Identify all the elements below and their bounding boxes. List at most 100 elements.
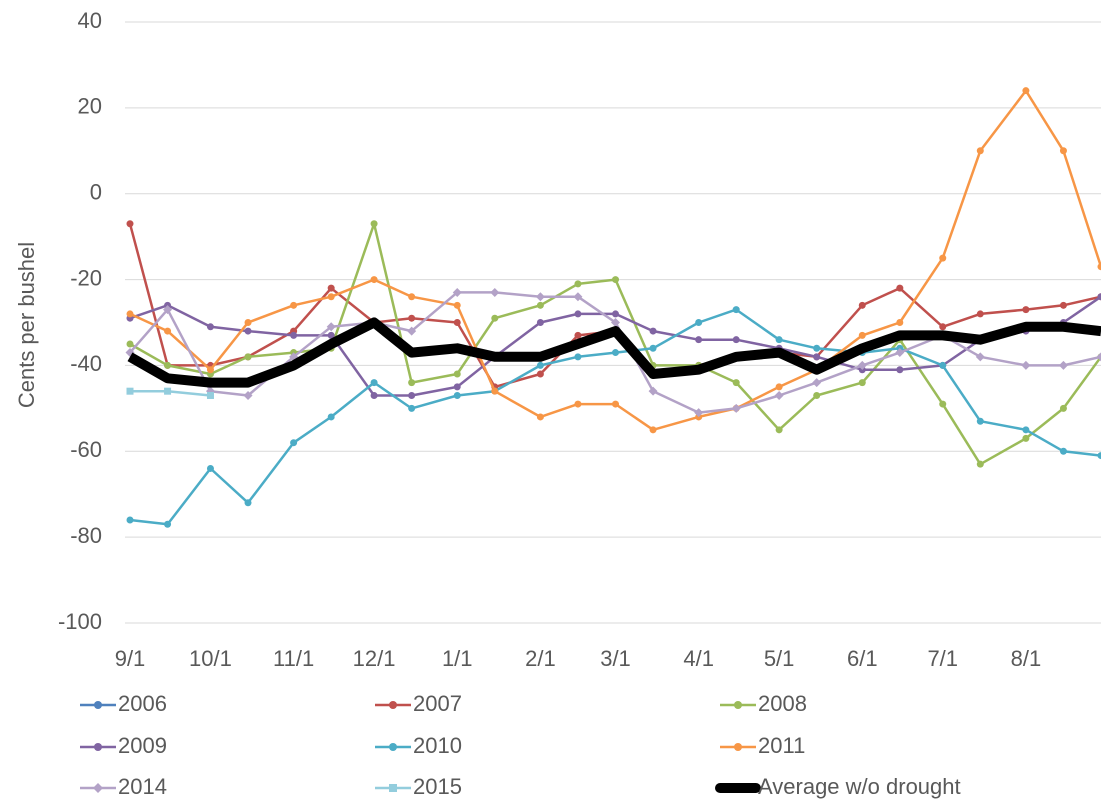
legend-label: 2006 [118,691,167,716]
legend-label: 2010 [413,733,462,758]
marker [453,319,461,326]
marker [389,743,397,751]
marker [612,349,619,357]
marker [574,310,582,318]
marker [1096,352,1101,362]
marker [93,783,103,793]
marker [163,305,173,315]
marker [813,391,821,399]
marker [1059,301,1067,309]
marker [1022,426,1030,434]
marker [389,784,397,792]
marker [976,147,984,155]
marker [94,743,102,751]
marker [206,464,214,472]
marker [164,327,172,335]
marker [574,400,582,408]
marker [694,408,704,418]
legend-label: 2014 [118,774,167,799]
marker [536,370,544,378]
marker [896,319,904,326]
x-tick-label: 11/1 [273,646,314,671]
marker [612,276,619,284]
marker [611,318,620,327]
marker [1059,447,1067,455]
marker [695,319,703,326]
marker [453,391,461,399]
marker [327,293,335,301]
marker [732,336,740,344]
marker [574,353,582,361]
marker [206,391,214,399]
marker [1059,147,1067,155]
y-tick-label: -60 [70,437,102,462]
marker [244,499,252,507]
y-tick-label: 40 [78,8,102,33]
marker [858,331,866,339]
marker [327,331,335,339]
marker [1097,452,1101,460]
marker [574,280,582,288]
marker [695,336,703,344]
marker [126,310,134,318]
marker [1022,306,1030,314]
y-tick-label: -40 [70,351,102,376]
marker [536,301,544,309]
marker [731,403,741,413]
marker [648,386,658,396]
x-tick-label: 3/1 [600,646,631,671]
marker [1021,360,1031,370]
marker [976,460,984,468]
x-tick-label: 5/1 [764,646,795,671]
x-tick-label: 6/1 [847,646,878,671]
marker [453,370,461,378]
legend-label: 2008 [758,691,807,716]
x-tick-label: 1/1 [442,646,473,671]
marker [812,378,822,388]
marker [407,326,417,336]
marker [491,387,499,395]
marker [491,314,499,322]
marker [206,323,214,331]
marker [858,301,866,309]
y-tick-label: -100 [58,609,102,634]
marker [732,306,740,314]
marker [775,383,783,391]
x-tick-label: 4/1 [683,646,714,671]
marker [490,287,500,297]
marker [612,310,619,318]
marker [290,439,298,447]
marker [94,701,102,709]
marker [734,701,742,709]
marker [813,353,821,361]
marker [370,379,378,387]
marker [535,292,545,302]
marker [244,353,252,361]
marker [939,254,947,262]
marker [649,426,657,434]
marker [126,220,134,228]
marker [206,366,214,374]
marker [408,391,416,399]
marker [290,331,298,339]
marker [536,413,544,421]
marker [126,516,134,524]
marker [389,701,397,709]
y-tick-label: 20 [78,94,102,119]
marker [1022,434,1030,442]
marker [452,287,462,297]
marker [1097,263,1101,271]
marker [453,301,461,309]
marker [649,344,657,352]
marker [126,387,134,395]
marker [327,284,335,292]
marker [976,310,984,318]
x-tick-label: 7/1 [927,646,958,671]
marker [327,413,335,421]
marker [1058,360,1068,370]
y-tick-label: -20 [70,265,102,290]
marker [858,379,866,387]
marker [536,361,544,369]
legend-label: 2011 [758,733,805,758]
